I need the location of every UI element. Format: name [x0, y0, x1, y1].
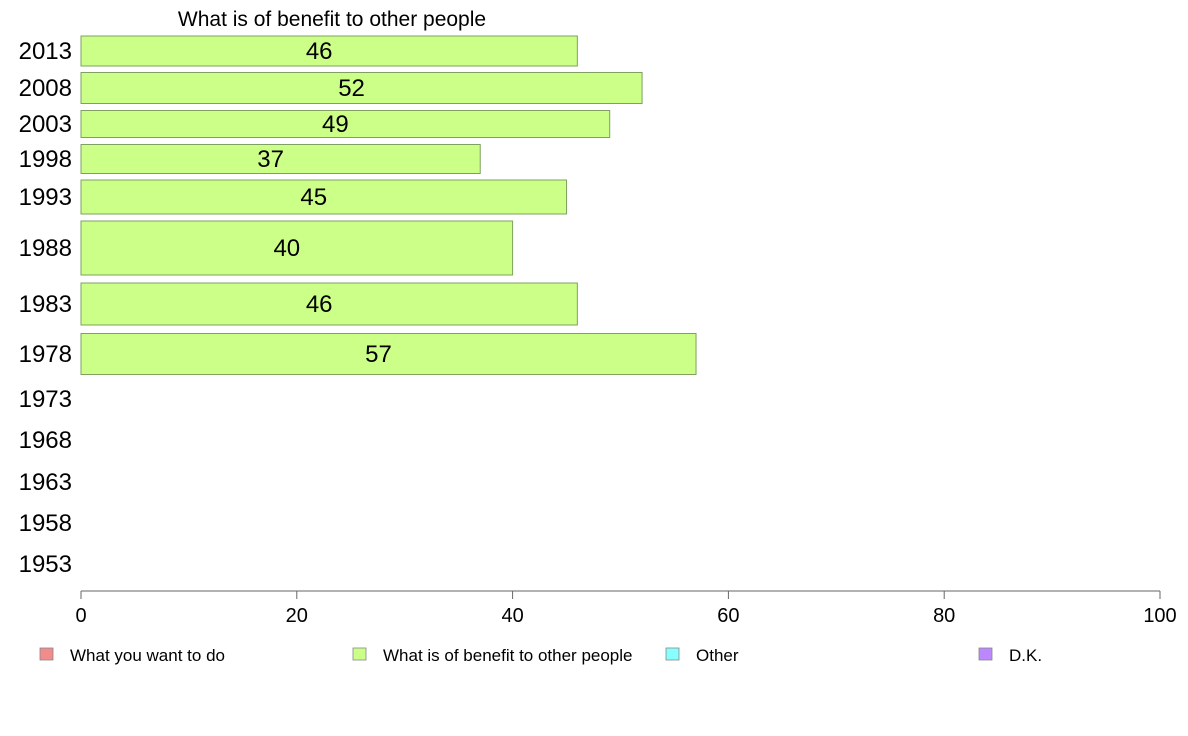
bar: [80, 144, 481, 174]
category-label: 1988: [19, 235, 72, 262]
category-label: 2003: [19, 111, 72, 138]
x-tick-label: 20: [286, 605, 308, 627]
category-label: 1958: [19, 510, 72, 537]
bar: [80, 220, 514, 276]
legend-label: What you want to do: [70, 646, 225, 665]
bar-value-label: 40: [273, 235, 300, 262]
category-label: 1963: [19, 469, 72, 496]
bar-value-label: 46: [306, 291, 333, 318]
category-label: 1983: [19, 291, 72, 318]
legend-swatch: [39, 647, 54, 661]
bars-group: 2013 46 2008 52 2003 49 1998 37 1993 45 1988 40 1983…: [19, 35, 697, 578]
category-label: 2013: [19, 38, 72, 65]
bar: [80, 333, 697, 375]
legend-swatch: [978, 647, 993, 661]
category-label: 1953: [19, 551, 72, 578]
x-tick-label: 100: [1143, 605, 1176, 627]
chart-title: What is of benefit to other people: [178, 8, 486, 31]
x-tick-label: 80: [933, 605, 955, 627]
legend-label: Other: [696, 646, 739, 665]
legend-swatch: [352, 647, 367, 661]
bar-value-label: 46: [306, 38, 333, 65]
legend-swatch: [665, 647, 680, 661]
bar: [80, 282, 578, 326]
bar-value-label: 57: [365, 341, 392, 368]
x-tick-label: 40: [501, 605, 523, 627]
category-label: 1993: [19, 184, 72, 211]
x-tick-label: 60: [717, 605, 739, 627]
category-label: 2008: [19, 75, 72, 102]
x-axis: 0 20 40 60 80 100: [75, 590, 1177, 627]
x-tick-label: 0: [75, 605, 86, 627]
bar-value-label: 52: [338, 75, 365, 102]
bar-value-label: 49: [322, 111, 349, 138]
category-label: 1973: [19, 386, 72, 413]
category-label: 1998: [19, 146, 72, 173]
category-label: 1968: [19, 427, 72, 454]
legend-label: What is of benefit to other people: [383, 646, 633, 665]
bar: [80, 35, 578, 67]
bar: [80, 110, 611, 138]
category-label: 1978: [19, 341, 72, 368]
bar-value-label: 45: [300, 184, 327, 211]
bar: [80, 179, 568, 215]
bar: [80, 72, 643, 104]
legend-label: D.K.: [1009, 646, 1042, 665]
bar-value-label: 37: [257, 146, 284, 173]
legend: What you want to do What is of benefit to…: [39, 646, 1042, 665]
